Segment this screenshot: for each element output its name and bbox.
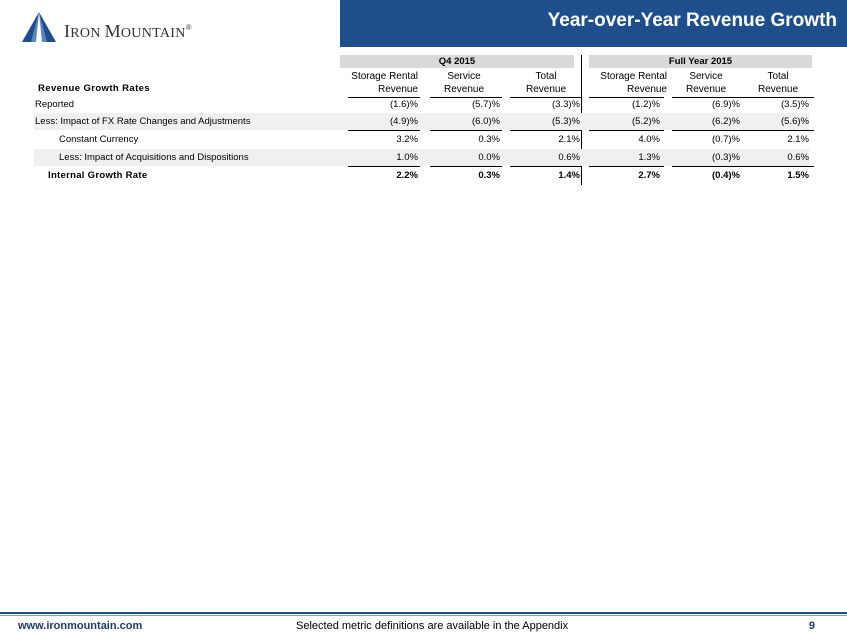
row-value: 1.4%	[558, 170, 580, 181]
row-value: 1.0%	[396, 152, 418, 163]
column-header: Storage Rental Revenue	[600, 71, 667, 95]
table-row: Less: Impact of Acquisitions and Disposi…	[34, 149, 809, 166]
row-value: 0.6%	[787, 152, 809, 163]
row-value: (5.2)%	[632, 116, 660, 127]
row-value: (3.3)%	[552, 99, 580, 110]
column-header: Service Revenue	[685, 71, 727, 95]
row-value: 1.5%	[787, 170, 809, 181]
row-value: 2.1%	[558, 134, 580, 145]
table-row-total: Internal Growth Rate 2.2% 0.3% 1.4% 2.7%…	[34, 167, 809, 184]
subtotal-line	[589, 130, 664, 131]
page-title: Year-over-Year Revenue Growth	[547, 10, 837, 31]
table-row: Reported (1.6)% (5.7)% (3.3)% (1.2)% (6.…	[34, 96, 809, 113]
row-value: 0.6%	[558, 152, 580, 163]
row-value: 3.2%	[396, 134, 418, 145]
column-underline	[589, 97, 664, 98]
row-label: Constant Currency	[59, 134, 139, 145]
subtotal-line	[742, 166, 814, 167]
row-value: 1.3%	[638, 152, 660, 163]
header-bar: Year-over-Year Revenue Growth	[340, 0, 847, 47]
subtotal-line	[348, 130, 420, 131]
row-value: (6.0)%	[472, 116, 500, 127]
footer-website-link[interactable]: www.ironmountain.com	[18, 620, 143, 632]
column-header: Service Revenue	[443, 71, 485, 95]
row-value: (3.5)%	[781, 99, 809, 110]
column-header: Total Revenue	[757, 71, 799, 95]
column-underline	[430, 97, 502, 98]
row-value: (4.9)%	[390, 116, 418, 127]
row-value: (6.2)%	[712, 116, 740, 127]
footer-rule	[0, 612, 847, 614]
column-underline	[348, 97, 420, 98]
column-header: Total Revenue	[525, 71, 567, 95]
footer-note: Selected metric definitions are availabl…	[296, 620, 569, 632]
subtotal-line	[672, 130, 744, 131]
row-value: (5.6)%	[781, 116, 809, 127]
table-row: Less: Impact of FX Rate Changes and Adju…	[34, 113, 809, 130]
row-label: Less: Impact of FX Rate Changes and Adju…	[35, 116, 251, 127]
page-number: 9	[808, 620, 815, 632]
column-header: Storage Rental Revenue	[351, 71, 418, 95]
column-underline	[510, 97, 582, 98]
subtotal-line	[348, 166, 420, 167]
subtotal-line	[510, 130, 582, 131]
row-value: 0.3%	[478, 170, 500, 181]
row-value: 2.7%	[638, 170, 660, 181]
iron-mountain-logo: IRON MOUNTAIN®	[22, 12, 252, 42]
subtotal-line	[672, 166, 744, 167]
row-value: 0.0%	[478, 152, 500, 163]
group-header-full-year: Full Year 2015	[589, 55, 812, 68]
row-value: (1.6)%	[390, 99, 418, 110]
row-value: (5.7)%	[472, 99, 500, 110]
mountain-logo-icon	[22, 12, 56, 42]
logo-wordmark: IRON MOUNTAIN®	[64, 21, 193, 41]
table-row: Constant Currency 3.2% 0.3% 2.1% 4.0% (0…	[34, 131, 809, 148]
row-value: (0.4)%	[712, 170, 740, 181]
revenue-growth-rates-heading: Revenue Growth Rates	[38, 83, 150, 94]
row-value: (0.3)%	[712, 152, 740, 163]
row-label: Internal Growth Rate	[48, 170, 148, 181]
row-value: 4.0%	[638, 134, 660, 145]
subtotal-line	[742, 130, 814, 131]
row-value: (1.2)%	[632, 99, 660, 110]
subtotal-line	[430, 166, 502, 167]
row-label: Reported	[35, 99, 75, 110]
row-value: 2.2%	[396, 170, 418, 181]
column-underline	[742, 97, 814, 98]
column-underline	[672, 97, 744, 98]
row-value: 2.1%	[787, 134, 809, 145]
subtotal-line	[510, 166, 582, 167]
row-value: (0.7)%	[712, 134, 740, 145]
row-value: (6.9)%	[712, 99, 740, 110]
row-value: (5.3)%	[552, 116, 580, 127]
group-header-q4: Q4 2015	[340, 55, 574, 68]
row-label: Less: Impact of Acquisitions and Disposi…	[59, 152, 249, 163]
row-value: 0.3%	[478, 134, 500, 145]
footer-rule	[0, 615, 847, 616]
subtotal-line	[589, 166, 664, 167]
subtotal-line	[430, 130, 502, 131]
